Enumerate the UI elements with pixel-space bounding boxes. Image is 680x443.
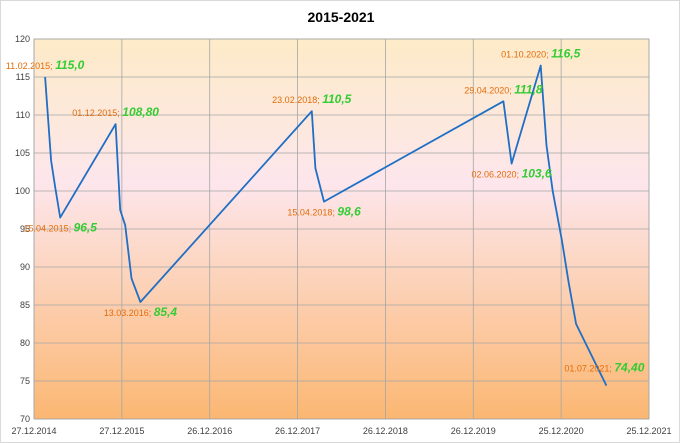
data-label-date: 01.12.2015; <box>72 108 122 118</box>
data-label: 13.03.2016; 85,4 <box>104 305 178 319</box>
data-label-value: 74,40 <box>614 361 644 375</box>
x-tick-label: 27.12.2014 <box>11 426 56 436</box>
x-tick-label: 25.12.2021 <box>626 426 671 436</box>
data-label-date: 01.10.2020; <box>501 50 551 60</box>
series-line <box>44 64 608 386</box>
data-label-value: 110,5 <box>322 92 351 106</box>
data-label-value: 115,0 <box>55 58 84 72</box>
y-tick-label: 90 <box>20 262 30 272</box>
y-tick-label: 110 <box>16 110 30 120</box>
y-tick-label: 80 <box>20 338 30 348</box>
y-tick-label: 95 <box>20 224 30 234</box>
x-tick-label: 26.12.2018 <box>363 426 408 436</box>
x-tick-label: 26.12.2016 <box>187 426 232 436</box>
data-label-date: 01.07.2021; <box>564 364 614 374</box>
y-tick-label: 75 <box>20 376 30 386</box>
x-tick-label: 26.12.2017 <box>275 426 320 436</box>
data-label-date: 11.02.2015; <box>6 61 55 71</box>
data-label-date: 23.02.2018; <box>272 95 322 105</box>
data-label-value: 96,5 <box>74 221 98 235</box>
y-tick-label: 70 <box>20 414 30 424</box>
data-label: 23.02.2018; 110,5 <box>272 92 352 106</box>
data-label-value: 85,4 <box>154 305 178 319</box>
axis-labels: 70 75 80 85 90 95 100 105 110 115 120 27.12.2014 27.… <box>11 34 671 436</box>
data-label: 29.04.2020; 111,8 <box>464 82 543 96</box>
data-label: 01.07.2021; 74,40 <box>564 361 644 375</box>
data-label: 02.06.2020; 103,6 <box>472 167 552 181</box>
data-label: 01.12.2015; 108,80 <box>72 105 159 119</box>
data-label: 15.04.2018; 98,6 <box>287 205 361 219</box>
data-label: 01.10.2020; 116,5 <box>501 47 581 61</box>
y-tick-label: 115 <box>16 72 30 82</box>
series-layer <box>44 64 608 386</box>
data-label-value: 116,5 <box>551 47 580 61</box>
data-label-value: 98,6 <box>337 205 361 219</box>
data-label-value: 108,80 <box>122 105 159 119</box>
grid-lines <box>33 38 650 420</box>
data-label-date: 15.04.2018; <box>287 208 337 218</box>
data-label-date: 15.04.2015; <box>24 224 74 234</box>
y-tick-label: 105 <box>15 148 30 158</box>
x-tick-label: 26.12.2019 <box>451 426 496 436</box>
y-tick-label: 120 <box>15 34 30 44</box>
y-tick-label: 100 <box>15 186 30 196</box>
x-tick-label: 25.12.2020 <box>539 426 584 436</box>
plot-border <box>33 38 650 420</box>
y-tick-label: 85 <box>20 300 30 310</box>
chart-title: 2015-2021 <box>308 9 375 25</box>
data-label-value: 111,8 <box>514 82 543 96</box>
x-tick-label: 27.12.2015 <box>99 426 144 436</box>
data-label-value: 103,6 <box>522 167 552 181</box>
data-label-date: 29.04.2020; <box>464 85 514 95</box>
data-label: 15.04.2015; 96,5 <box>24 221 98 235</box>
data-labels: 11.02.2015; 115,0 15.04.2015; 96,5 01.12.2… <box>6 47 645 375</box>
data-label-date: 13.03.2016; <box>104 308 154 318</box>
data-label: 11.02.2015; 115,0 <box>6 58 85 72</box>
data-label-date: 02.06.2020; <box>472 170 522 180</box>
